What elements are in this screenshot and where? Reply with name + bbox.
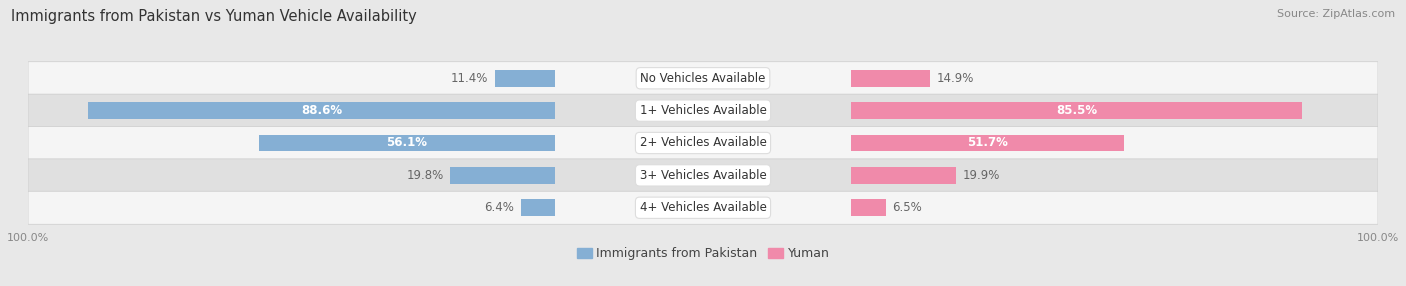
FancyBboxPatch shape [28, 191, 1378, 224]
Text: 14.9%: 14.9% [936, 72, 974, 85]
Text: 6.5%: 6.5% [893, 201, 922, 214]
Text: 11.4%: 11.4% [450, 72, 488, 85]
Text: 19.9%: 19.9% [963, 169, 1000, 182]
Text: Source: ZipAtlas.com: Source: ZipAtlas.com [1277, 9, 1395, 19]
Text: Immigrants from Pakistan vs Yuman Vehicle Availability: Immigrants from Pakistan vs Yuman Vehicl… [11, 9, 418, 23]
FancyBboxPatch shape [28, 126, 1378, 160]
Bar [852, 167, 956, 184]
Text: 51.7%: 51.7% [967, 136, 1008, 150]
FancyBboxPatch shape [28, 159, 1378, 192]
Text: 1+ Vehicles Available: 1+ Vehicles Available [640, 104, 766, 117]
FancyBboxPatch shape [28, 94, 1378, 127]
Bar [495, 70, 554, 87]
Text: 56.1%: 56.1% [387, 136, 427, 150]
Text: 3+ Vehicles Available: 3+ Vehicles Available [640, 169, 766, 182]
Bar [852, 135, 1123, 151]
Bar [852, 102, 1302, 119]
Text: No Vehicles Available: No Vehicles Available [640, 72, 766, 85]
Text: 2+ Vehicles Available: 2+ Vehicles Available [640, 136, 766, 150]
Bar [450, 167, 554, 184]
FancyBboxPatch shape [28, 62, 1378, 95]
Text: 88.6%: 88.6% [301, 104, 342, 117]
Text: 85.5%: 85.5% [1056, 104, 1097, 117]
Bar [259, 135, 554, 151]
Text: 4+ Vehicles Available: 4+ Vehicles Available [640, 201, 766, 214]
Text: 6.4%: 6.4% [484, 201, 515, 214]
Bar [852, 199, 886, 216]
Bar [852, 70, 929, 87]
Bar [520, 199, 554, 216]
Bar [89, 102, 554, 119]
Text: 19.8%: 19.8% [406, 169, 443, 182]
Legend: Immigrants from Pakistan, Yuman: Immigrants from Pakistan, Yuman [576, 247, 830, 260]
